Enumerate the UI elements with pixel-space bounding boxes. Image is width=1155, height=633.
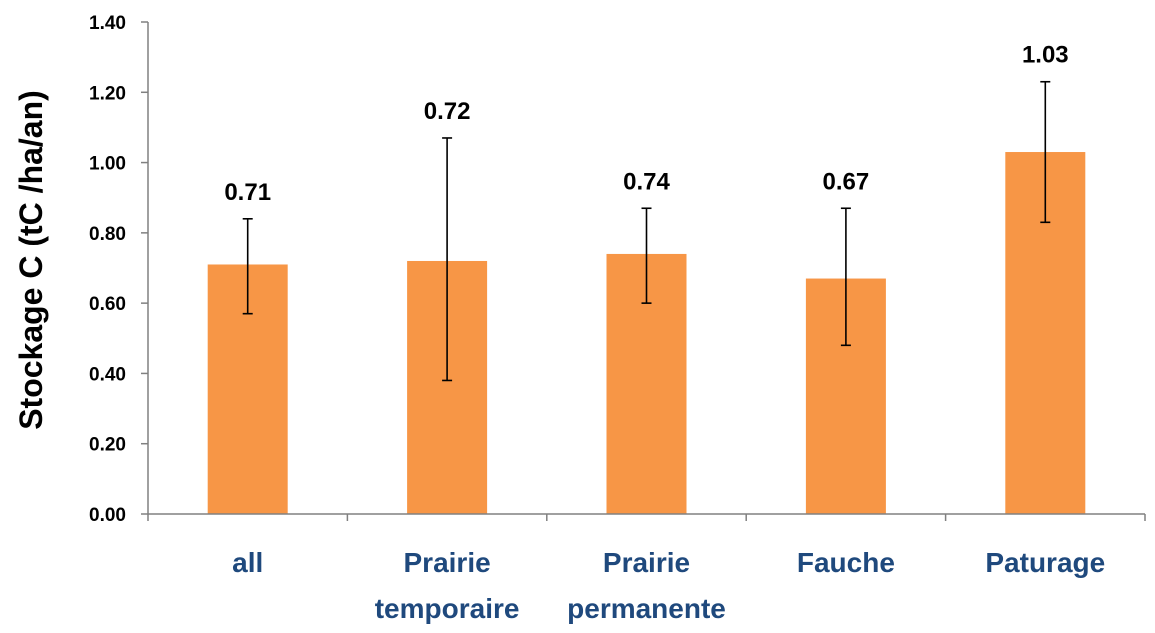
error-bar (442, 137, 453, 382)
category-label-line: Paturage (985, 547, 1105, 578)
category-label-line: all (232, 547, 263, 578)
category-label: Prairie permanente (567, 547, 726, 624)
y-tick-label: 0.40 (89, 364, 126, 385)
category-label: Paturage (985, 547, 1105, 578)
category-label-line: temporaire (375, 593, 520, 624)
y-tick-label: 1.00 (89, 154, 126, 175)
category-label-line: Prairie (404, 547, 491, 578)
category-label-line: Fauche (797, 547, 895, 578)
data-label: 1.03 (1022, 42, 1069, 69)
y-axis: 0.00 0.20 0.40 0.60 0.80 1.00 1.20 1.40 (89, 13, 149, 526)
category-label: all (232, 547, 263, 578)
y-tick-label: 0.60 (89, 294, 126, 315)
error-bars (242, 80, 1051, 382)
y-tick-label: 0.20 (89, 435, 126, 456)
error-bar (1040, 80, 1051, 224)
y-tick-label: 0.80 (89, 224, 126, 245)
category-label: Fauche (797, 547, 895, 578)
error-bar (242, 218, 253, 315)
data-labels: 0.71 0.72 0.74 0.67 1.03 (224, 42, 1068, 206)
data-label: 0.74 (623, 168, 670, 195)
data-label: 0.72 (424, 98, 471, 125)
error-bar (840, 207, 851, 347)
x-axis (147, 513, 1146, 521)
y-tick-label: 1.40 (89, 13, 126, 34)
category-label-line: permanente (567, 593, 726, 624)
error-bar (641, 207, 652, 304)
y-tick-label: 0.00 (89, 505, 126, 526)
category-label-line: Prairie (603, 547, 690, 578)
bars (207, 152, 1086, 514)
category-labels: all Prairie temporaire Prairie permanente Fau… (232, 547, 1105, 624)
y-tick-label: 1.20 (89, 83, 126, 104)
y-axis-title: Stockage C (tC /ha/an) (13, 90, 49, 430)
data-label: 0.67 (823, 168, 870, 195)
category-label: Prairie temporaire (375, 547, 520, 624)
data-label: 0.71 (224, 179, 271, 206)
